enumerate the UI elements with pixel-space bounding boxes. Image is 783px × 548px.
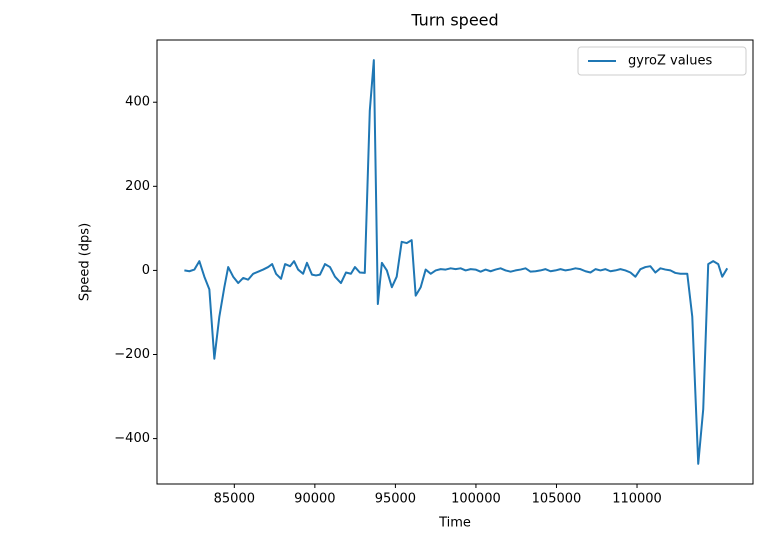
legend-label: gyroZ values [628,54,713,69]
y-tick-label: 400 [125,95,150,110]
chart-title: Turn speed [410,11,498,30]
plot-frame [156,39,754,485]
x-tick-label: 100000 [451,492,501,507]
x-tick-label: 95000 [375,492,416,507]
x-tick-label: 85000 [214,492,255,507]
line-series [184,59,729,465]
x-tick-label: 105000 [532,492,582,507]
x-tick-label: 90000 [294,492,335,507]
y-tick-label: −200 [114,347,150,362]
y-axis-label: Speed (dps) [78,223,93,301]
legend-box [577,46,747,76]
x-axis-label: Time [438,516,471,531]
x-tick-label: 110000 [612,492,662,507]
y-tick-label: 0 [142,263,150,278]
y-tick-label: −400 [114,431,150,446]
y-tick-label: 200 [125,179,150,194]
